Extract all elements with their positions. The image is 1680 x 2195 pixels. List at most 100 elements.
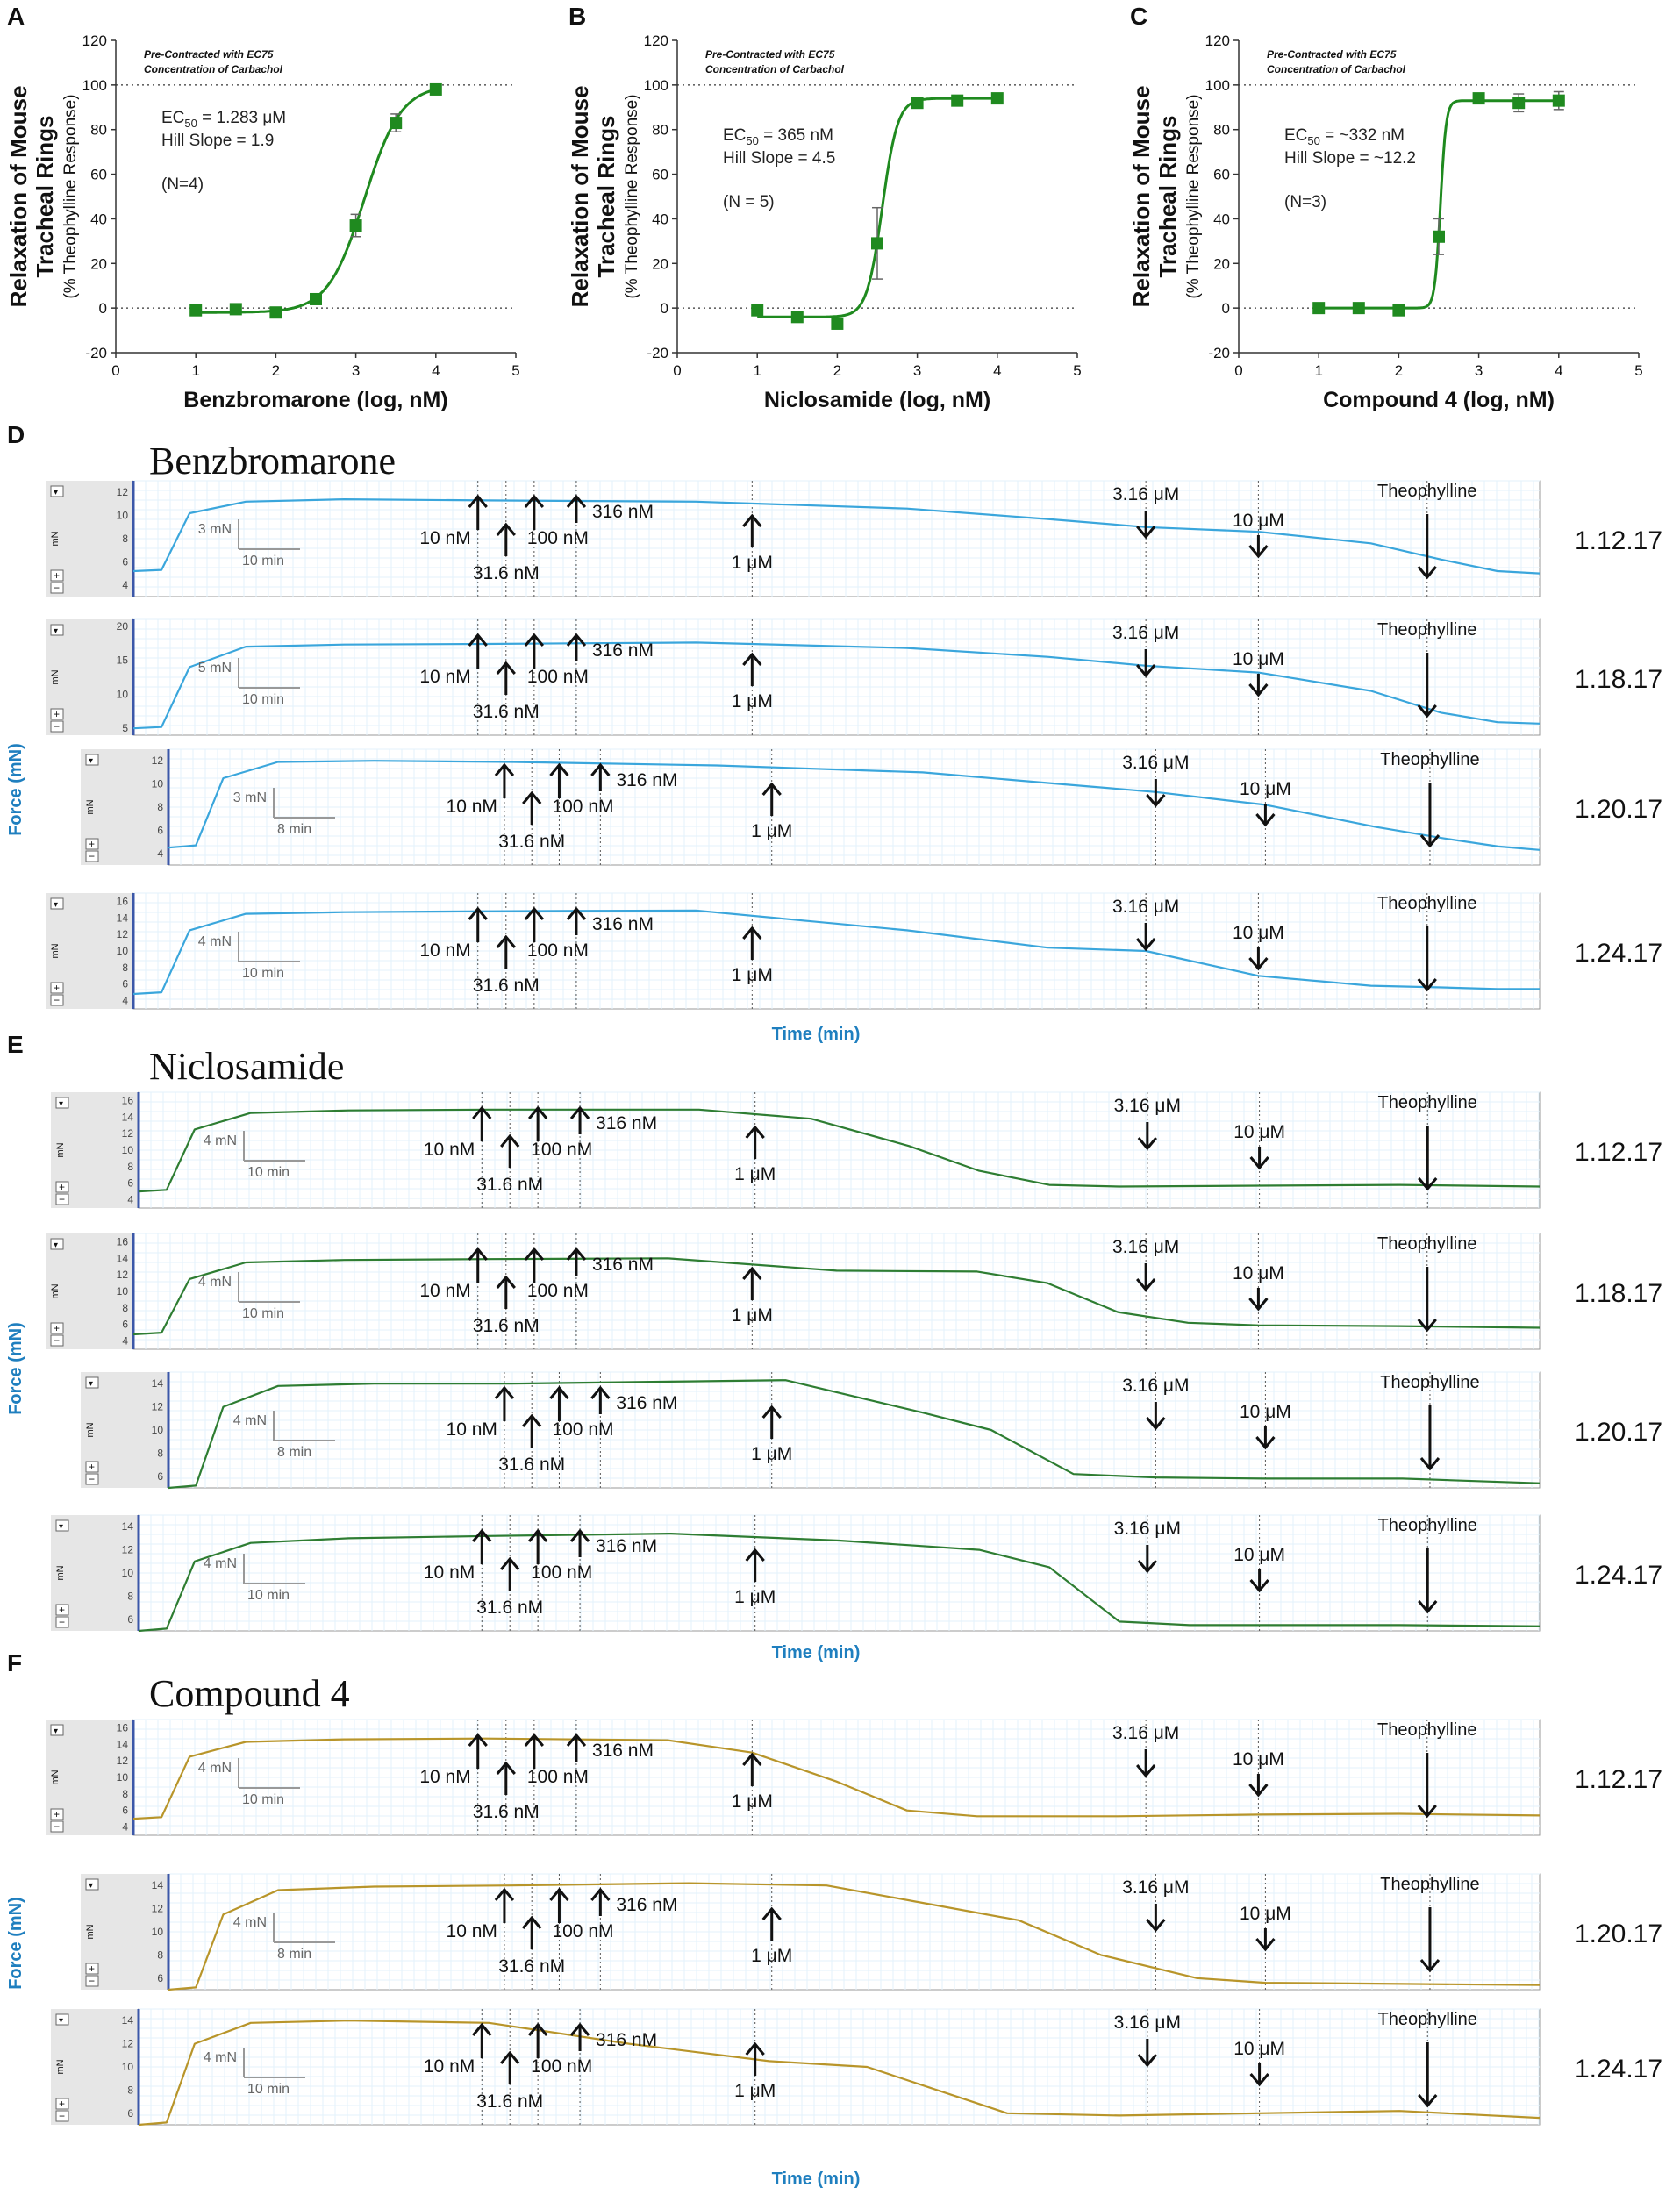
hill-slope-annotation: Hill Slope = ~12.2 xyxy=(1284,149,1416,168)
down-arrow-icon xyxy=(1136,923,1156,952)
dropdown-icon xyxy=(50,624,64,636)
arrow-head xyxy=(496,1275,516,1289)
arrow-head xyxy=(496,934,516,948)
force-trace xyxy=(138,2020,1541,2127)
zoom-in-icon xyxy=(50,1808,64,1820)
data-point xyxy=(1552,94,1565,107)
arrow-head xyxy=(522,790,542,804)
minus-glyph: − xyxy=(59,1616,65,1628)
dropdown-icon xyxy=(85,1878,99,1891)
y-tick-label: -20 xyxy=(647,345,668,361)
x-tick-label: 3 xyxy=(1475,362,1483,379)
unit-text: mN xyxy=(55,1565,66,1580)
trace-y-tick: 8 xyxy=(127,2084,133,2096)
y-tick-label: 60 xyxy=(652,167,668,183)
force-trace xyxy=(132,641,1541,730)
down-arrow-icon xyxy=(1248,947,1269,971)
up-arrow-icon xyxy=(761,1405,782,1439)
arrow-head xyxy=(549,762,569,776)
up-arrow-icon xyxy=(761,782,782,816)
arrow-head xyxy=(1136,938,1156,952)
dose-response-panel-B: B Relaxation of Mouse Tracheal Rings (% The… xyxy=(567,3,1082,412)
x-tick-label: 5 xyxy=(1634,362,1642,379)
dropdown-icon xyxy=(55,1097,69,1109)
zoom-out-icon xyxy=(85,1473,99,1485)
dose-label: 31.6 nM xyxy=(498,1455,565,1475)
dose-label: 100 nM xyxy=(552,1419,613,1440)
down-arrow-icon xyxy=(1255,1928,1276,1952)
zoom-in-icon xyxy=(50,708,64,720)
arrow-head xyxy=(1248,545,1269,559)
scale-bar-x-label: 10 min xyxy=(242,692,284,707)
zoom-out-icon xyxy=(50,1334,64,1347)
up-arrow-icon xyxy=(566,1247,587,1276)
dose-label: 31.6 nM xyxy=(476,1175,543,1195)
up-arrow-icon xyxy=(500,2050,520,2084)
recording-date: 1.20.17 xyxy=(1575,1920,1662,1948)
unit-text: mN xyxy=(50,943,61,958)
ylabel-line2: Tracheal Rings xyxy=(32,116,58,278)
trace-y-tick: 6 xyxy=(127,1613,133,1626)
down-arrow-icon xyxy=(1255,1426,1276,1450)
theophylline-label: Theophylline xyxy=(1380,1875,1479,1894)
up-arrow-icon xyxy=(761,1906,782,1941)
dropdown-icon xyxy=(50,1724,64,1736)
section-title: Benzbromarone xyxy=(149,440,396,483)
unit-text: mN xyxy=(55,2059,66,2074)
down-arrow-icon xyxy=(1248,1288,1269,1312)
arrow-head xyxy=(1136,526,1156,540)
up-arrow-icon xyxy=(566,1733,587,1762)
down-arrow-icon xyxy=(1146,1402,1166,1431)
up-arrow-icon xyxy=(742,513,762,547)
plus-glyph: + xyxy=(59,1181,65,1193)
scale-bar-x-label: 10 min xyxy=(247,1165,290,1180)
up-arrow-icon xyxy=(522,790,542,825)
arrow-head xyxy=(500,1556,520,1570)
dose-label: 316 nM xyxy=(616,770,677,790)
recording-date: 1.24.17 xyxy=(1575,939,1662,968)
panel-letter: D xyxy=(7,421,25,448)
x-tick-label: 0 xyxy=(673,362,681,379)
panel-letter: E xyxy=(7,1031,24,1058)
trace-y-tick: 12 xyxy=(152,754,164,767)
zoom-out-icon xyxy=(50,1820,64,1833)
down-arrow-icon xyxy=(1419,1405,1441,1471)
y-tick-label: 120 xyxy=(82,32,107,49)
dropdown-glyph: ▾ xyxy=(89,1881,93,1891)
trace-y-tick: 12 xyxy=(152,1401,164,1413)
x-axis-label: Niclosamide (log, nM) xyxy=(764,388,990,412)
dose-label: 10 μM xyxy=(1233,2039,1285,2059)
y-tick-label: 120 xyxy=(644,32,668,49)
up-arrow-icon xyxy=(745,1125,765,1159)
dropdown-icon xyxy=(50,897,64,910)
unit-text: mN xyxy=(50,1283,61,1298)
down-arrow-icon xyxy=(1136,649,1156,678)
force-axis-label-text: Force (mN) xyxy=(6,743,25,836)
data-point xyxy=(269,306,282,319)
arrow-head xyxy=(590,1385,611,1399)
trace-y-tick: 10 xyxy=(152,1424,164,1436)
down-arrow-icon xyxy=(1255,804,1276,827)
x-tick-label: 4 xyxy=(1555,362,1562,379)
dose-label: 10 nM xyxy=(447,797,497,817)
minus-glyph: − xyxy=(89,850,95,862)
trace-y-tick: 4 xyxy=(157,847,163,860)
up-arrow-icon xyxy=(566,494,587,523)
arrow-head xyxy=(1417,704,1437,719)
theophylline-label: Theophylline xyxy=(1377,894,1476,913)
ylabel-line1: Relaxation of Mouse xyxy=(1128,86,1155,308)
dose-label: 1 μM xyxy=(732,691,773,711)
unit-label: mN xyxy=(50,531,61,546)
precontract-note-line2: Concentration of Carbachol xyxy=(144,63,283,75)
precontract-note-line1: Pre-Contracted with EC75 xyxy=(144,48,274,61)
dose-label: 10 μM xyxy=(1233,1122,1285,1142)
trace-y-tick: 8 xyxy=(122,533,128,545)
dose-label: 3.16 μM xyxy=(1122,1376,1189,1396)
up-arrow-icon xyxy=(590,1385,611,1414)
dose-label: 3.16 μM xyxy=(1122,1877,1189,1898)
arrow-head xyxy=(494,1385,515,1399)
unit-label: mN xyxy=(85,1422,96,1437)
arrow-head xyxy=(569,2022,590,2036)
ec50-annotation: EC50 = 365 nM xyxy=(723,126,833,147)
unit-text: mN xyxy=(50,1770,61,1784)
